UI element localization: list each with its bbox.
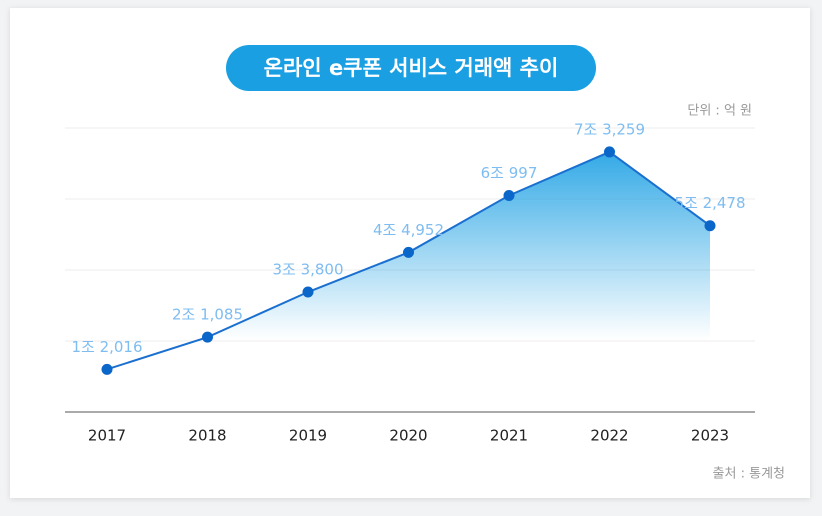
data-label: 1조 2,016 bbox=[71, 338, 142, 356]
point bbox=[101, 363, 113, 375]
source: 출처 : 통계청 bbox=[713, 467, 785, 482]
point bbox=[704, 220, 716, 232]
point bbox=[202, 331, 213, 343]
chart-title: 온라인 e쿠폰 서비스 거래액 추이 bbox=[264, 56, 559, 80]
unit-label: 단위 : 억 원 bbox=[687, 104, 752, 119]
x-tick-label: 2021 bbox=[490, 427, 528, 445]
x-tick-label: 2020 bbox=[389, 427, 427, 445]
title-pill bbox=[226, 45, 596, 91]
x-tick-label: 2023 bbox=[691, 427, 729, 445]
x-tick-label: 2022 bbox=[590, 427, 628, 445]
point bbox=[604, 146, 615, 158]
data-label: 7조 3,259 bbox=[574, 120, 645, 138]
point bbox=[403, 246, 414, 258]
x-tick-label: 2018 bbox=[188, 427, 226, 445]
point bbox=[302, 286, 314, 298]
x-tick-label: 2017 bbox=[88, 427, 126, 445]
x-tick-label: 2019 bbox=[289, 427, 327, 445]
area bbox=[107, 151, 710, 413]
data-label: 4조 4,952 bbox=[373, 221, 444, 239]
point bbox=[503, 189, 515, 201]
data-label: 6조 997 bbox=[481, 164, 538, 182]
data-label: 2조 1,085 bbox=[172, 306, 243, 324]
data-label: 3조 3,800 bbox=[272, 261, 343, 279]
data-label: 5조 2,478 bbox=[674, 194, 745, 212]
